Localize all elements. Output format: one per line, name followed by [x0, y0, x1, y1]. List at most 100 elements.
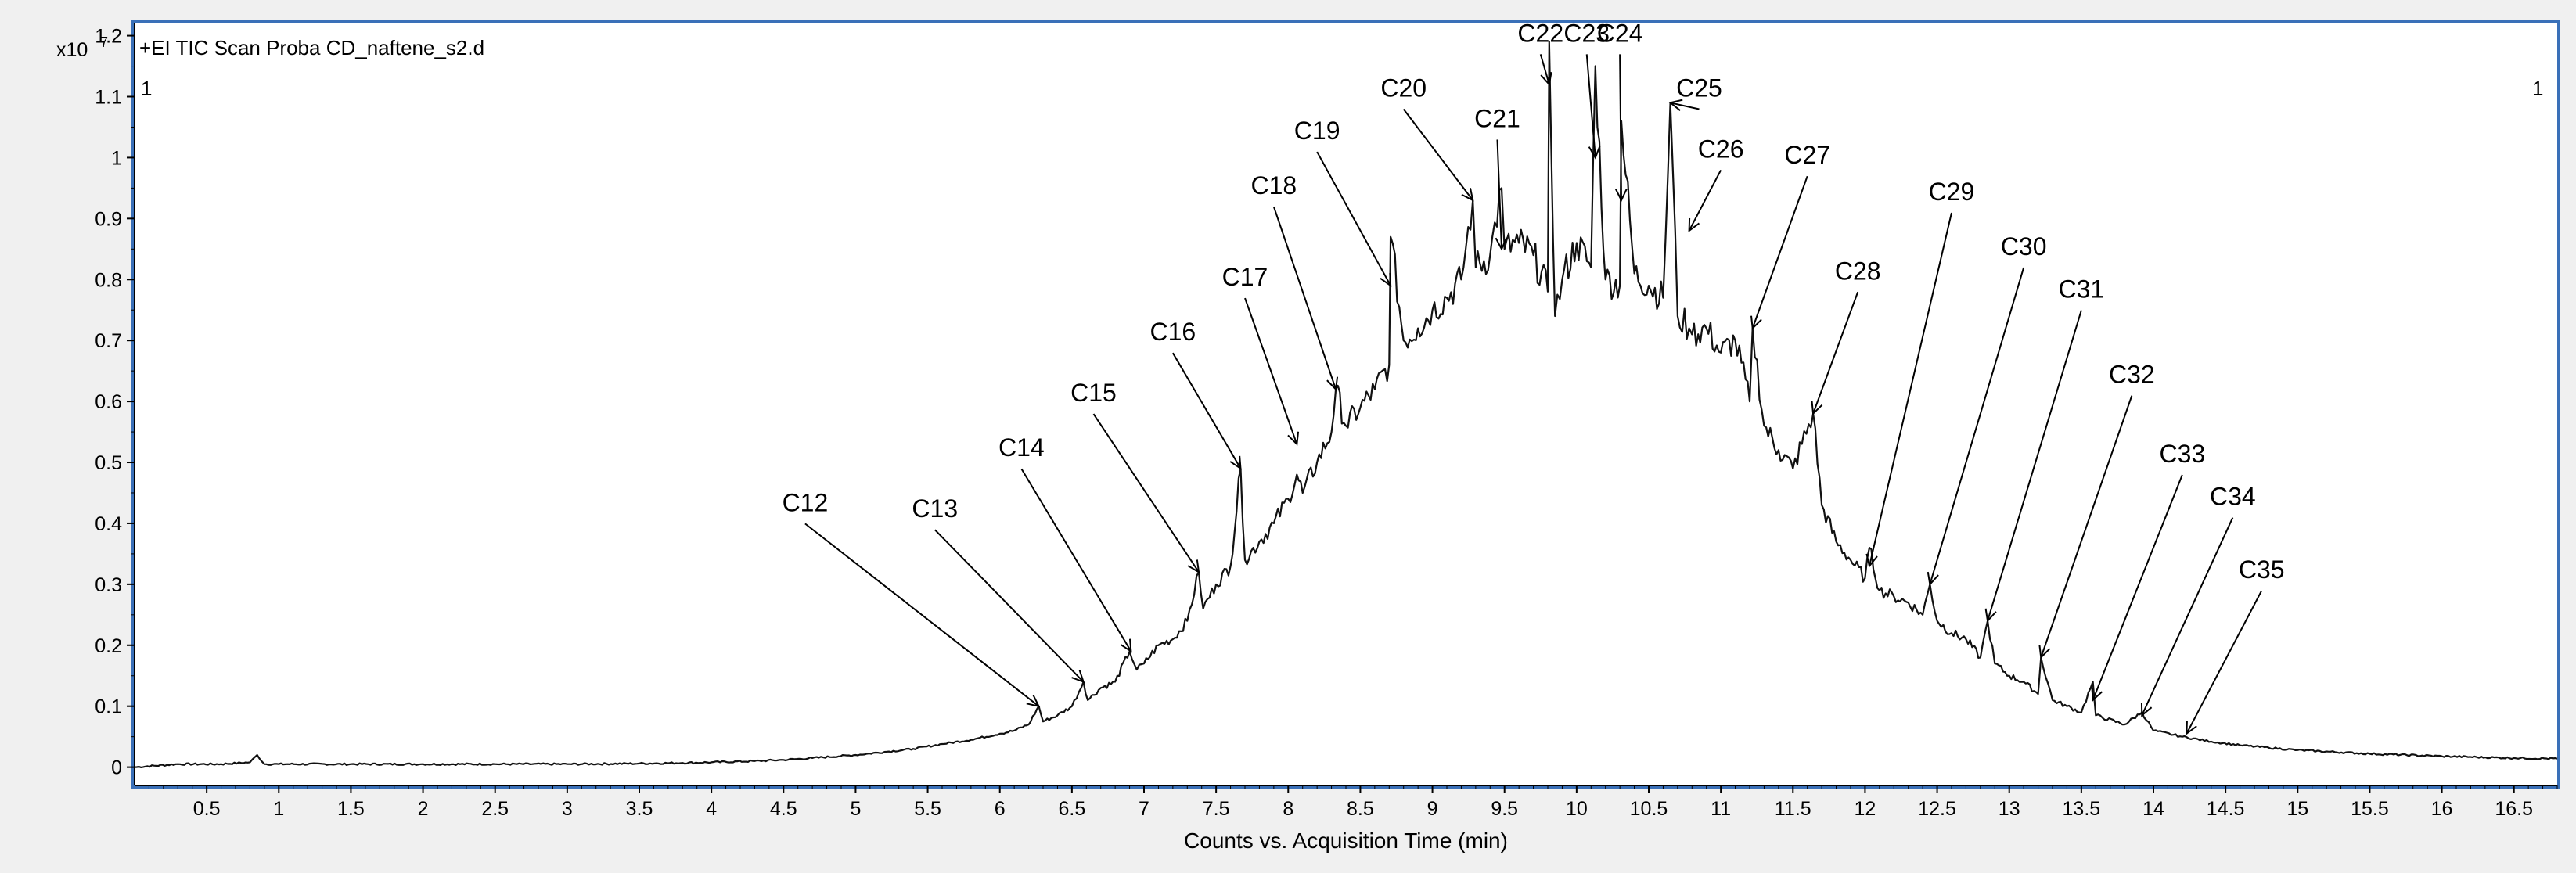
x-tick-label: 0.5: [193, 798, 221, 820]
peak-arrow-head: [1811, 401, 1823, 415]
y-multiplier: x10: [56, 39, 88, 61]
peak-arrow-head: [1750, 315, 1762, 330]
peak-arrow-line: [1868, 212, 1952, 566]
x-tick-label: 9.5: [1491, 798, 1518, 820]
peak-arrow-head: [1668, 99, 1683, 112]
x-tick-label: 14.5: [2207, 798, 2245, 820]
x-tick-label: 6.5: [1058, 798, 1085, 820]
y-tick-label: 0.9: [95, 208, 122, 230]
x-tick-label: 1: [273, 798, 284, 820]
x-tick-label: 9: [1427, 798, 1438, 820]
peak-arrow-head: [2038, 645, 2051, 660]
y-tick-label: 1.1: [95, 87, 122, 109]
peak-label-c30: C30: [2001, 232, 2047, 261]
tic-trace-line: [134, 41, 2558, 769]
corner-index-left: 1: [141, 77, 152, 100]
peak-arrow-head: [1187, 559, 1200, 574]
x-tick-label: 4.5: [770, 798, 797, 820]
peak-arrow-head: [1071, 670, 1085, 684]
peak-arrow-line: [1316, 151, 1392, 286]
plot-background: [133, 22, 2559, 787]
x-tick-label: 11.5: [1775, 798, 1811, 820]
peak-label-c17: C17: [1222, 263, 1268, 291]
peak-label-c24: C24: [1597, 19, 1643, 47]
x-tick-label: 13.5: [2063, 798, 2101, 820]
y-tick-label: 0.6: [95, 391, 122, 413]
peak-label-c12: C12: [783, 488, 829, 516]
y-tick-label: 0.4: [95, 513, 122, 535]
peak-label-c20: C20: [1380, 74, 1427, 102]
corner-index-right: 1: [2532, 77, 2543, 100]
x-tick-label: 15.5: [2351, 798, 2389, 820]
peak-label-c29: C29: [1929, 178, 1975, 206]
peak-label-c23: C23: [1563, 19, 1610, 47]
peak-arrow-line: [1688, 169, 1722, 232]
peak-arrow-line: [1929, 267, 2025, 585]
x-tick-label: 11: [1711, 798, 1731, 820]
peak-arrow-head: [1461, 188, 1474, 202]
peak-arrow-line: [1585, 54, 1596, 158]
x-tick-label: 1.5: [337, 798, 365, 820]
peak-arrow-line: [804, 523, 1040, 707]
peak-arrow-line: [1272, 206, 1337, 390]
peak-arrow-line: [2092, 474, 2183, 701]
x-tick-label: 10.5: [1630, 798, 1668, 820]
peak-label-c13: C13: [912, 494, 958, 523]
x-tick-label: 12.5: [1918, 798, 1956, 820]
x-tick-label: 16.5: [2495, 798, 2533, 820]
peak-arrow-line: [2141, 517, 2234, 716]
peak-arrow-line: [1244, 297, 1298, 444]
peak-arrow-head: [2140, 703, 2153, 717]
peak-label-c19: C19: [1294, 117, 1340, 145]
peak-arrow-head: [2091, 687, 2103, 703]
x-tick-label: 16: [2431, 798, 2453, 820]
y-tick-label: 0.5: [95, 452, 122, 474]
peak-arrow-head: [1688, 217, 1700, 232]
x-axis: 0.5 1 1.5 2 2.5 3 3.5 4 4.5 5 5.5 6 6.5 7 7.5 8 8.5 9 9.5 1…: [135, 785, 2558, 820]
peak-arrow-head: [1287, 431, 1300, 446]
peak-arrow-head: [1026, 694, 1041, 708]
peak-arrow-line: [1496, 139, 1503, 250]
peak-arrow-head: [1326, 376, 1339, 391]
peak-arrow-head: [1614, 189, 1628, 203]
peak-label-c18: C18: [1251, 171, 1297, 199]
x-tick-label: 3: [562, 798, 573, 820]
x-tick-label: 13: [1999, 798, 2020, 820]
peak-label-c31: C31: [2059, 275, 2105, 304]
peak-arrow-head: [1588, 146, 1601, 160]
peak-label-c16: C16: [1150, 318, 1196, 346]
peak-arrow-line: [1402, 108, 1473, 201]
y-tick-label: 0.2: [95, 635, 122, 657]
chart-header: +EI TIC Scan Proba CD_naftene_s2.d: [139, 36, 484, 59]
peak-arrow-line: [1171, 352, 1242, 469]
x-tick-label: 3.5: [626, 798, 653, 820]
peak-arrow-head: [1927, 571, 1939, 587]
x-tick-label: 2.5: [481, 798, 509, 820]
peak-label-c15: C15: [1070, 379, 1117, 407]
peak-arrow-head: [1380, 273, 1392, 288]
x-tick-label: 5.5: [914, 798, 941, 820]
x-tick-label: 14: [2142, 798, 2164, 820]
y-tick-label: 0: [111, 757, 122, 779]
peak-arrow-line: [2040, 395, 2133, 658]
y-tick-label: 1.2: [95, 26, 122, 48]
x-tick-label: 7.5: [1203, 798, 1230, 820]
y-tick-label: 0.8: [95, 269, 122, 291]
x-tick-label: 10: [1566, 798, 1588, 820]
x-tick-label: 15: [2286, 798, 2308, 820]
x-tick-label: 4: [706, 798, 717, 820]
peak-arrow-line: [1092, 413, 1200, 573]
y-tick-label: 1: [111, 147, 122, 169]
peak-arrow-line: [1751, 175, 1808, 329]
peak-arrow-head: [1540, 71, 1552, 87]
y-tick-label: 0.7: [95, 330, 122, 352]
x-tick-label: 6: [995, 798, 1006, 820]
x-tick-label: 2: [418, 798, 429, 820]
peak-label-c33: C33: [2160, 440, 2206, 468]
peak-arrow-line: [1020, 468, 1132, 652]
x-tick-label: 12: [1855, 798, 1876, 820]
peak-arrow-line: [1539, 54, 1550, 85]
